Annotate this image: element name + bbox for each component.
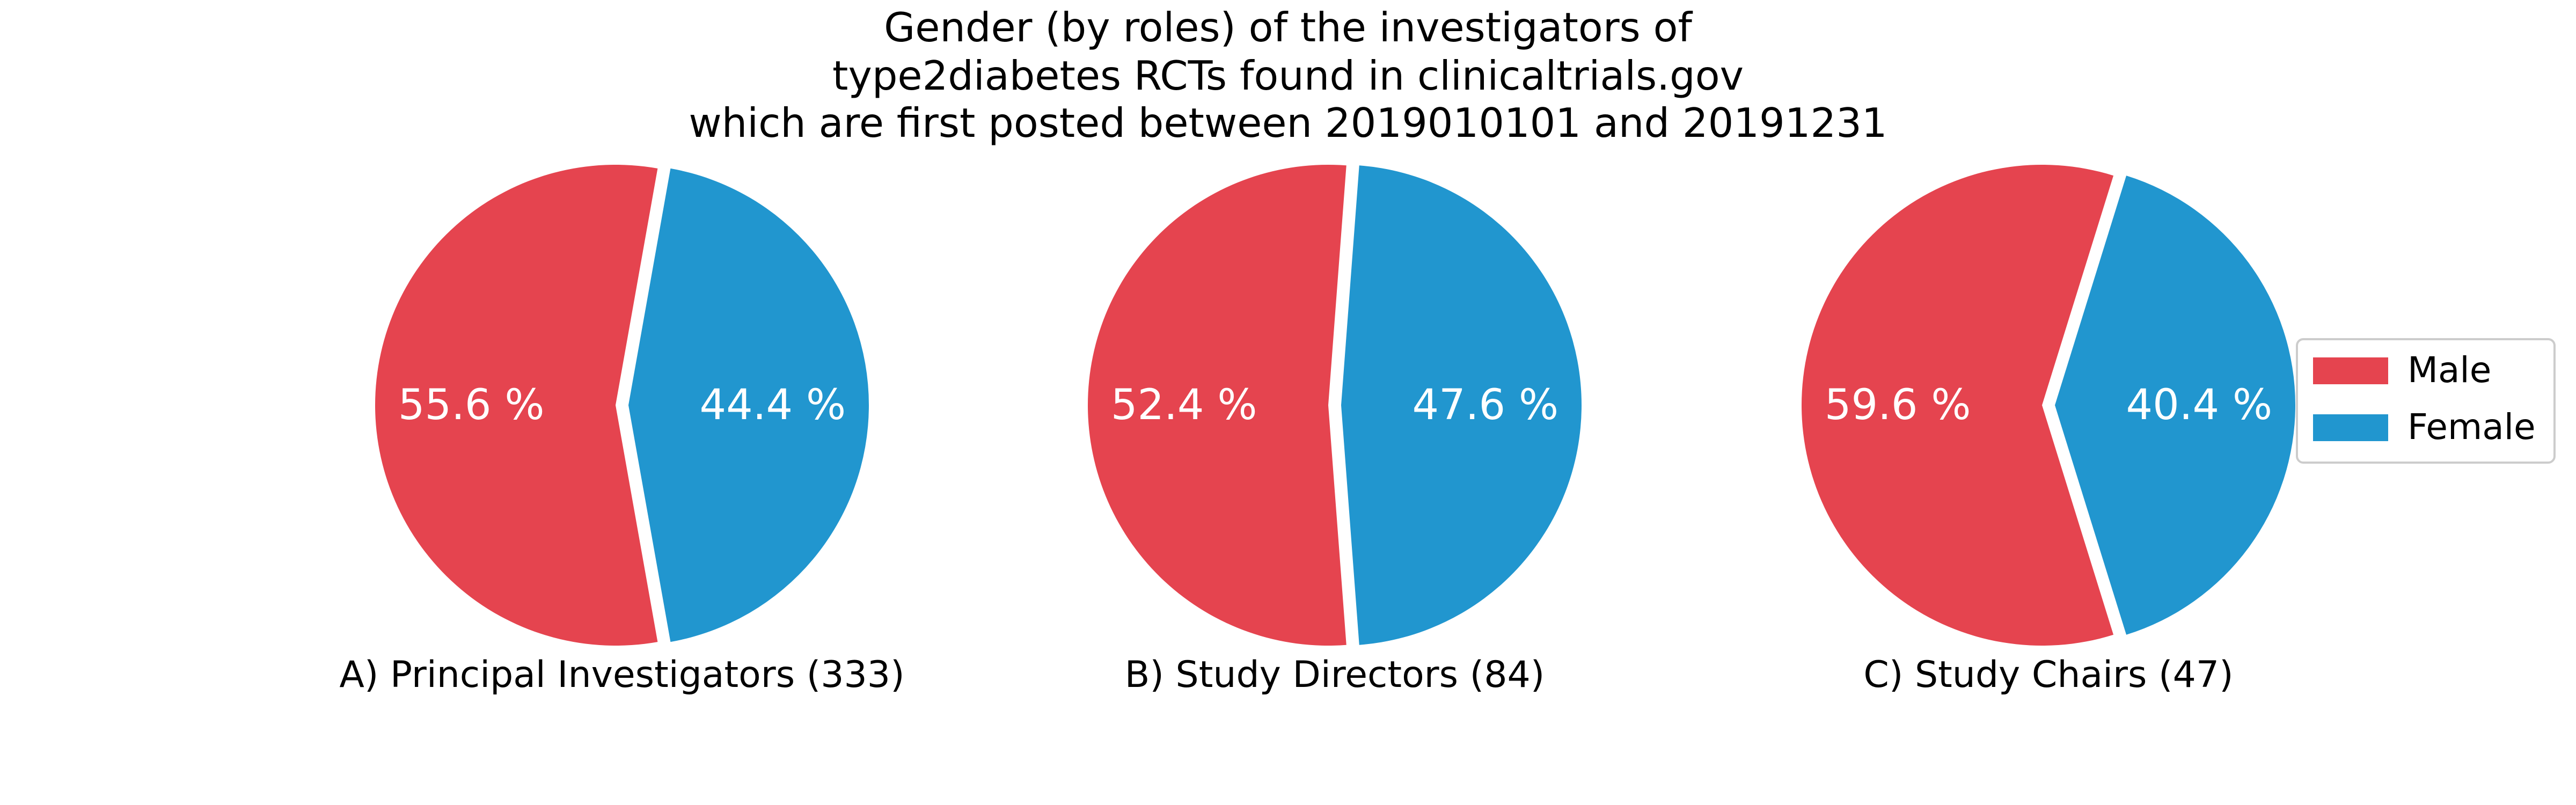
slice-percent-label: 47.6 % — [1413, 381, 1559, 429]
slice-percent-label: 52.4 % — [1111, 381, 1257, 429]
legend-swatch-male — [2313, 357, 2388, 384]
legend-label-male: Male — [2407, 349, 2491, 391]
pie-subplot-label: B) Study Directors (84) — [1125, 654, 1545, 696]
pie-slice-male — [375, 165, 658, 646]
slice-percent-label: 40.4 % — [2126, 381, 2273, 429]
pie-charts: 55.6 % 44.4 % A) Principal Investigators (… — [339, 164, 2295, 696]
pie-slice-male — [1088, 165, 1346, 646]
pie-chart-1: 55.6 % 44.4 % A) Principal Investigators (… — [339, 165, 905, 696]
slice-percent-label: 55.6 % — [398, 381, 545, 429]
title-line-3: which are first posted between 201901010… — [689, 99, 1887, 147]
title-line-1: Gender (by roles) of the investigators o… — [884, 4, 1693, 51]
pie-slice-female — [628, 168, 869, 642]
pie-subplot-label: A) Principal Investigators (333) — [339, 654, 904, 696]
legend-label-female: Female — [2407, 406, 2536, 448]
pie-slice-female — [2055, 175, 2295, 635]
title-line-2: type2diabetes RCTs found in clinicaltria… — [832, 52, 1744, 99]
legend: Male Female — [2296, 338, 2556, 464]
pie-chart-2: 52.4 % 47.6 % B) Study Directors (84) — [1088, 165, 1582, 696]
chart-title: Gender (by roles) of the investigators o… — [689, 4, 1887, 147]
pie-slice-female — [1341, 165, 1582, 645]
slice-percent-label: 59.6 % — [1825, 381, 1971, 429]
pie-subplot-label: C) Study Chairs (47) — [1863, 654, 2233, 696]
pie-chart-3: 59.6 % 40.4 % C) Study Chairs (47) — [1802, 164, 2295, 696]
slice-percent-label: 44.4 % — [700, 381, 846, 429]
pie-slice-male — [1802, 164, 2114, 646]
legend-swatch-female — [2313, 414, 2388, 441]
